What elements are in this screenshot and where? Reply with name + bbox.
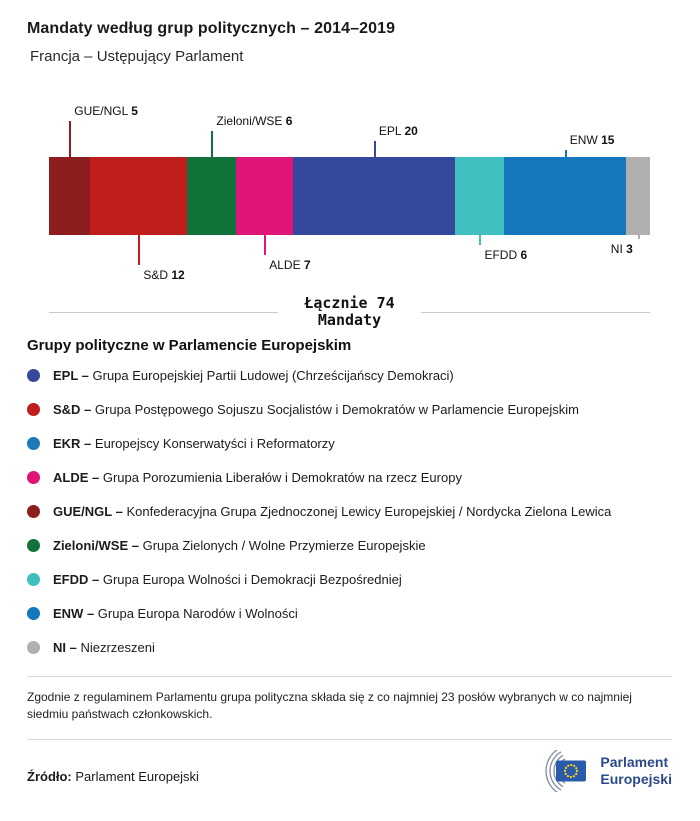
legend-dot-enw [27,606,40,620]
legend-label-efdd: EFDD – Grupa Europa Wolności i Demokracj… [53,571,402,587]
stacked-bar [49,157,650,235]
legend-item-alde: ALDE – Grupa Porozumienia Liberałów i De… [27,460,672,494]
page-title: Mandaty według grup politycznych – 2014–… [27,20,396,37]
segment-label-gue-ngl: GUE/NGL 5 [74,104,138,118]
segment-label-s-d: S&D 12 [143,268,185,282]
legend-label-alde: ALDE – Grupa Porozumienia Liberałów i De… [53,469,462,485]
leader-line-ni [637,235,640,239]
total-row: Łącznie 74 Mandaty [49,295,650,329]
legend-label-ni: NI – Niezrzeszeni [53,639,155,655]
legend-label-zieloni-wse: Zieloni/WSE – Grupa Zielonych / Wolne Pr… [53,537,426,553]
legend-dot-s-d [27,402,40,416]
source-label: Źródło: [27,769,72,784]
divider-top [27,676,672,677]
legend-label-s-d: S&D – Grupa Postępowego Sojuszu Socjalis… [53,401,580,417]
legend-item-zieloni-wse: Zieloni/WSE – Grupa Zielonych / Wolne Pr… [27,528,672,562]
total-text: Łącznie 74 Mandaty [304,295,394,329]
legend-label-gue-ngl: GUE/NGL – Konfederacyjna Grupa Zjednoczo… [53,503,612,519]
leader-line-alde [264,235,267,255]
segment-label-alde: ALDE 7 [269,258,311,272]
legend-dot-ekr [27,436,40,450]
legend-label-enw: ENW – Grupa Europa Narodów i Wolności [53,605,298,621]
bar-segment-s-d[interactable] [89,157,188,235]
segment-label-ni: NI 3 [610,242,633,256]
divider-bottom [27,739,672,740]
segment-label-enw: ENW 15 [569,133,615,147]
bar-segment-enw[interactable] [503,157,626,235]
legend-item-enw: ENW – Grupa Europa Narodów i Wolności [27,596,672,630]
bar-segment-alde[interactable] [235,157,293,235]
segment-label-efdd: EFDD 6 [484,248,528,262]
leader-line-gue-ngl [69,121,72,157]
legend-dot-zieloni-wse [27,538,40,552]
footnote: Zgodnie z regulaminem Parlamentu grupa p… [27,690,632,721]
ep-logo: Parlament Europejski [528,750,672,792]
legend-list: EPL – Grupa Europejskiej Partii Ludowej … [27,358,672,664]
legend-heading: Grupy polityczne w Parlamencie Europejsk… [27,337,352,354]
legend-dot-efdd [27,572,40,586]
leader-line-zieloni-wse [211,131,214,157]
total-rule-left [49,311,279,313]
legend-item-efdd: EFDD – Grupa Europa Wolności i Demokracj… [27,562,672,596]
leader-line-epl [373,141,376,157]
leader-line-s-d [138,235,141,265]
bar-segment-ni[interactable] [625,157,650,235]
segment-label-epl: EPL 20 [378,124,418,138]
total-rule-right [420,311,650,313]
legend-dot-alde [27,470,40,484]
ep-hemicycle-flag-icon [545,750,587,792]
source-line: Źródło: Parlament Europejski [27,769,199,784]
legend-item-s-d: S&D – Grupa Postępowego Sojuszu Socjalis… [27,392,672,426]
footer-row: Źródło: Parlament Europejski Parlament E… [27,750,672,792]
header: Mandaty według grup politycznych – 2014–… [27,20,672,65]
legend-item-epl: EPL – Grupa Europejskiej Partii Ludowej … [27,358,672,392]
legend-label-epl: EPL – Grupa Europejskiej Partii Ludowej … [53,367,454,383]
bar-segment-gue-ngl[interactable] [49,157,90,235]
legend-dot-epl [27,368,40,382]
legend-dot-ni [27,640,40,654]
legend-label-ekr: EKR – Europejscy Konserwatyści i Reforma… [53,435,335,451]
source-text: Parlament Europejski [75,769,199,784]
leader-line-efdd [479,235,482,245]
legend-dot-gue-ngl [27,504,40,518]
seats-stacked-bar-chart: GUE/NGL 5 S&D 12 Zieloni/WSE 6 ALDE 7 EPL 20… [49,101,650,291]
total-sublabel: Mandaty [317,311,382,329]
leader-line-enw [564,150,567,157]
eu-flag-stars [564,763,579,779]
eu-flag [556,760,587,782]
page-subtitle: Francja – Ustępujący Parlament [30,48,244,65]
total-label: Łącznie 74 [304,294,395,312]
ep-logo-text: Parlament Europejski [600,754,672,788]
bar-segment-epl[interactable] [292,157,456,235]
ep-logo-text-line1: Parlament [600,754,669,770]
legend-item-gue-ngl: GUE/NGL – Konfederacyjna Grupa Zjednoczo… [27,494,672,528]
ep-logo-text-line2: Europejski [600,771,672,787]
segment-label-zieloni-wse: Zieloni/WSE 6 [216,114,293,128]
legend-item-ni: NI – Niezrzeszeni [27,630,672,664]
bar-segment-efdd[interactable] [455,157,504,235]
legend-item-ekr: EKR – Europejscy Konserwatyści i Reforma… [27,426,672,460]
bar-segment-zieloni-wse[interactable] [187,157,236,235]
